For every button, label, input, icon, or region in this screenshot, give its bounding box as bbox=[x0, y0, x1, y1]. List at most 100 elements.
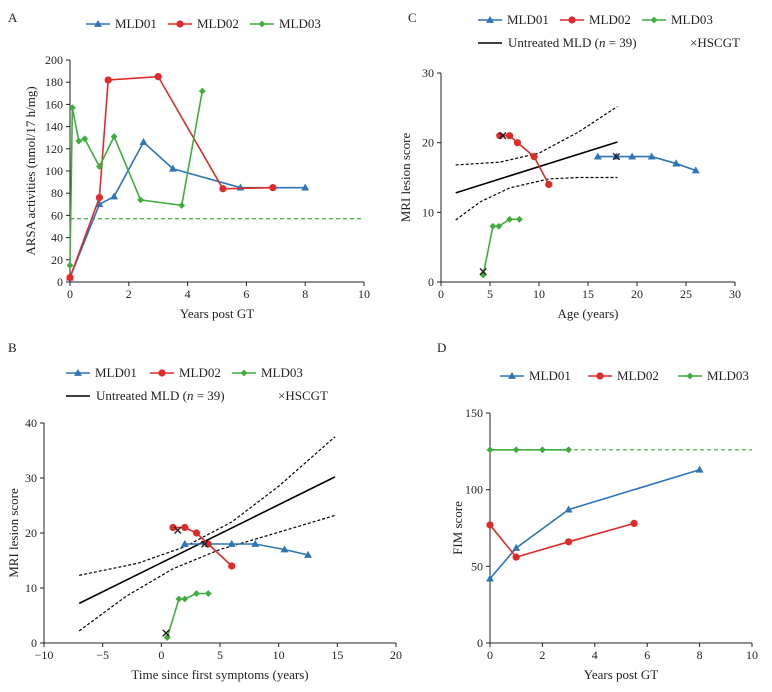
x-axis-label: Years post GT bbox=[180, 306, 255, 321]
y-tick-label: 200 bbox=[45, 53, 63, 67]
x-axis-label: Age (years) bbox=[558, 306, 619, 321]
data-point-mld01 bbox=[95, 200, 104, 208]
x-tick-label: 30 bbox=[729, 287, 741, 301]
data-point-mld01 bbox=[139, 138, 148, 146]
legend-marker bbox=[158, 369, 166, 377]
legend-item-mld03: MLD03 bbox=[642, 12, 713, 27]
legend-item-untreated: Untreated MLD (n = 39) bbox=[66, 388, 225, 403]
y-axis-label: ARSA activities (nmol/17 h/mg) bbox=[23, 86, 38, 255]
data-point-mld01 bbox=[168, 164, 177, 172]
legend-label: MLD03 bbox=[707, 368, 749, 383]
ci-upper-line bbox=[79, 436, 336, 576]
data-point-mld01 bbox=[691, 166, 700, 174]
ci-lower-line bbox=[78, 514, 336, 632]
series-line-mld01 bbox=[69, 140, 306, 278]
data-point-mld01 bbox=[301, 183, 310, 191]
data-point-mld03 bbox=[181, 595, 189, 603]
data-point-mld03 bbox=[66, 261, 74, 269]
data-point-mld02 bbox=[486, 521, 494, 529]
y-tick-label: 0 bbox=[477, 636, 483, 650]
data-point-mld03 bbox=[495, 222, 503, 230]
y-axis-label: MRI lesion score bbox=[398, 133, 413, 223]
legend-label: MLD02 bbox=[197, 16, 239, 31]
x-tick-label: 4 bbox=[185, 287, 191, 301]
y-tick-label: 0 bbox=[428, 275, 434, 289]
data-point-mld03 bbox=[198, 87, 206, 95]
legend-label: MLD03 bbox=[279, 16, 321, 31]
x-tick-label: 2 bbox=[539, 648, 545, 662]
legend-label: MLD01 bbox=[95, 365, 137, 380]
hscgt-mark bbox=[174, 526, 182, 534]
y-tick-label: 60 bbox=[51, 208, 63, 222]
data-point-mld02 bbox=[95, 194, 103, 202]
panel-label-D: D bbox=[437, 340, 446, 355]
y-tick-label: 50 bbox=[471, 559, 483, 573]
panel-A: A0 2 4 6 8 10020406080100120140160180200Years… bbox=[8, 10, 370, 321]
legend-label: MLD01 bbox=[115, 16, 157, 31]
data-point-mld02 bbox=[512, 553, 520, 561]
y-tick-label: 0 bbox=[57, 275, 63, 289]
data-point-mld01 bbox=[672, 159, 681, 167]
data-point-mld03 bbox=[68, 104, 76, 112]
data-point-mld01 bbox=[593, 152, 602, 160]
x-tick-label: 8 bbox=[697, 648, 703, 662]
data-point-mld03 bbox=[110, 133, 118, 141]
x-tick-label: 8 bbox=[302, 287, 308, 301]
data-point-mld02 bbox=[228, 562, 236, 570]
x-tick-label: 2 bbox=[126, 287, 132, 301]
data-point-mld02 bbox=[181, 523, 189, 532]
regression-line bbox=[455, 141, 618, 194]
x-axis-label: Years post GT bbox=[584, 667, 659, 682]
legend-label: MLD03 bbox=[671, 12, 713, 27]
x-tick-label: 25 bbox=[680, 287, 692, 301]
data-point-mld01 bbox=[180, 539, 189, 547]
data-point-mld03 bbox=[193, 590, 200, 597]
y-tick-label: 10 bbox=[25, 581, 37, 595]
ci-lower-line bbox=[455, 176, 618, 221]
legend-label: Untreated MLD (n = 39) bbox=[508, 35, 637, 50]
y-tick-label: 20 bbox=[25, 526, 37, 540]
y-tick-label: 150 bbox=[465, 406, 483, 420]
data-point-mld02 bbox=[545, 180, 553, 189]
y-tick-label: 100 bbox=[45, 164, 63, 178]
series-line-mld01 bbox=[489, 468, 700, 580]
y-tick-label: 140 bbox=[45, 120, 63, 134]
legend-marker bbox=[74, 368, 82, 376]
data-point-mld01 bbox=[304, 550, 312, 558]
data-point-mld01 bbox=[628, 152, 637, 160]
legend-label: MLD02 bbox=[589, 12, 631, 27]
data-point-mld02 bbox=[154, 73, 162, 81]
data-point-mld03 bbox=[178, 201, 186, 209]
x-tick-label: 4 bbox=[592, 648, 598, 662]
y-tick-label: 0 bbox=[31, 636, 37, 650]
legend-marker bbox=[176, 20, 184, 28]
data-point-mld03 bbox=[479, 271, 487, 279]
data-point-mld02 bbox=[192, 529, 201, 537]
data-point-mld03 bbox=[175, 595, 183, 603]
data-point-mld03 bbox=[565, 446, 573, 454]
hscgt-mark bbox=[499, 132, 507, 140]
data-point-mld03 bbox=[538, 446, 546, 454]
data-point-mld01 bbox=[695, 465, 704, 473]
data-point-mld01 bbox=[280, 545, 289, 553]
legend-label: MLD01 bbox=[529, 368, 571, 383]
hscgt-mark bbox=[612, 152, 621, 161]
y-tick-label: 80 bbox=[51, 186, 63, 200]
x-tick-label: 15 bbox=[582, 287, 594, 301]
y-axis-label: MRI lesion score bbox=[6, 488, 21, 578]
x-axis-label: Time since first symptoms (years) bbox=[131, 667, 308, 682]
legend-item-mld02: MLD02 bbox=[168, 16, 239, 31]
legend-item-mld03: MLD03 bbox=[232, 365, 303, 380]
legend-marker bbox=[650, 16, 658, 24]
data-point-mld03 bbox=[506, 215, 514, 223]
data-point-mld01 bbox=[486, 574, 494, 582]
y-tick-label: 160 bbox=[45, 97, 63, 111]
x-tick-label: 6 bbox=[644, 648, 650, 662]
legend-label: MLD02 bbox=[179, 365, 221, 380]
x-tick-label: 6 bbox=[243, 287, 249, 301]
panel-label-A: A bbox=[8, 10, 18, 25]
panel-label-B: B bbox=[8, 340, 17, 355]
x-tick-label: 0 bbox=[438, 287, 444, 301]
data-point-mld03 bbox=[137, 196, 144, 204]
